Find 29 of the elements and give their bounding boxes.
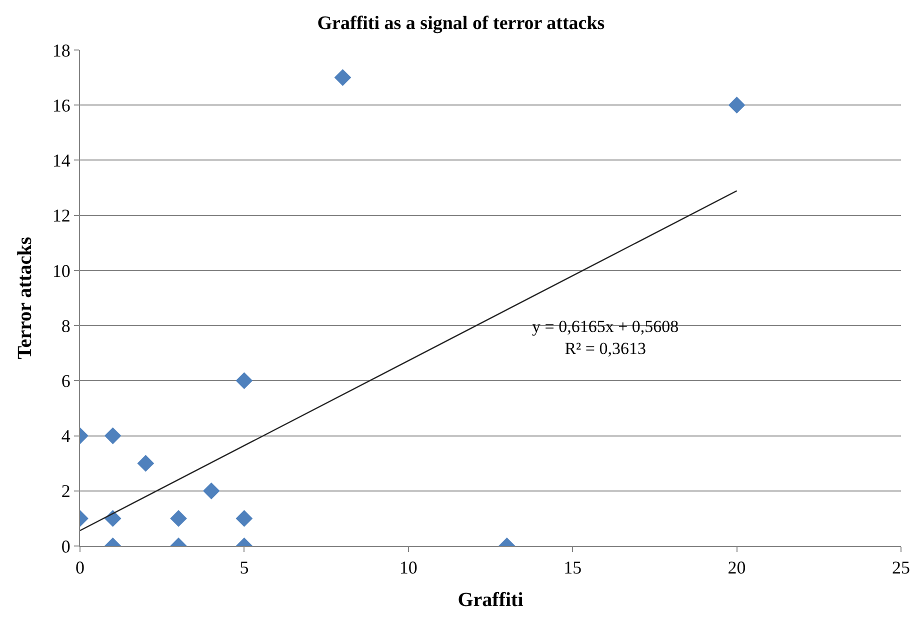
x-tick-label: 25	[892, 558, 910, 578]
y-axis-title: Terror attacks	[14, 236, 36, 360]
y-tick-label: 14	[52, 150, 70, 171]
y-tick-label: 16	[52, 95, 70, 116]
chart-title: Graffiti as a signal of terror attacks	[317, 12, 605, 34]
point	[104, 427, 122, 444]
annotation: y = 0,6165x + 0,5608 R² = 0,3613	[532, 317, 679, 358]
y-tick-label: 2	[61, 481, 70, 502]
y-tick-label: 10	[52, 260, 70, 281]
point	[202, 482, 220, 500]
y-tick-label: 4	[61, 426, 70, 446]
x-tick-label: 10	[399, 558, 418, 578]
x-tick-label: 0	[76, 558, 84, 578]
y-tick-label: 0	[61, 536, 70, 556]
x-tick-label: 20	[728, 558, 746, 578]
y-tick-label: 12	[52, 206, 70, 226]
point	[728, 96, 746, 114]
point	[334, 69, 352, 86]
point	[170, 510, 187, 527]
point	[104, 510, 122, 527]
x-axis-title: Graffiti	[458, 589, 524, 612]
point	[236, 510, 253, 527]
y-tick-label: 18	[52, 40, 70, 60]
point	[137, 454, 154, 472]
y-tick-label: 8	[61, 316, 70, 336]
x-tick-label: 15	[564, 558, 582, 578]
point	[236, 372, 253, 390]
x-tick-label: 5	[240, 558, 249, 578]
y-tick-label: 6	[61, 370, 70, 391]
